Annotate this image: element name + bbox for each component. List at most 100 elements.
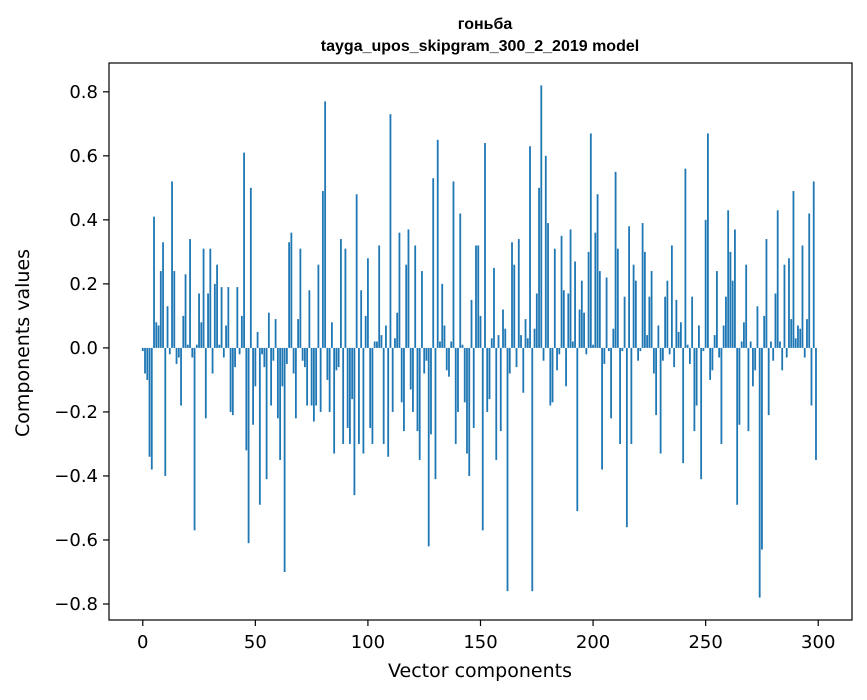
bar (396, 312, 399, 348)
bar (585, 347, 588, 355)
y-axis-ticks: −0.8 −0.6 −0.4 −0.2 0.0 0.2 0.4 0.6 0.8 (54, 82, 109, 615)
bar (367, 258, 369, 348)
bar (301, 347, 304, 361)
bar (380, 335, 383, 348)
bar (488, 347, 491, 400)
bar (362, 347, 365, 454)
bar (439, 341, 441, 348)
bar (743, 322, 745, 348)
bar (693, 347, 696, 432)
chart-subtitle: tayga_upos_skipgram_300_2_2019 model (321, 38, 639, 55)
bar (328, 347, 331, 412)
bar (263, 347, 266, 368)
bar (202, 248, 205, 348)
bar (337, 347, 340, 368)
bar (182, 315, 185, 348)
bar (616, 248, 619, 348)
bar (765, 239, 768, 348)
bar (213, 283, 216, 348)
x-tick-label: 300 (801, 632, 835, 653)
bar (556, 347, 558, 371)
bar (173, 271, 176, 348)
bar (171, 181, 173, 348)
bar (463, 347, 466, 403)
bar (718, 347, 721, 358)
bar (211, 347, 214, 374)
bar (711, 347, 714, 371)
bar (294, 347, 297, 419)
bar (416, 347, 419, 432)
bar (229, 347, 232, 412)
bar (756, 306, 759, 348)
bar (371, 347, 374, 444)
bar (326, 347, 329, 380)
bar (168, 347, 171, 355)
x-tick-label: 0 (137, 632, 148, 653)
bar (747, 347, 750, 432)
bar (484, 143, 486, 348)
bar (659, 347, 662, 454)
bar (596, 194, 599, 348)
bar (601, 347, 603, 470)
bar (529, 146, 531, 348)
bar (265, 347, 268, 480)
bar (427, 347, 430, 547)
chart-title: гоньба (458, 16, 513, 33)
bar (630, 347, 633, 444)
bar (576, 347, 579, 512)
bar (815, 347, 817, 460)
bar (360, 290, 363, 348)
bar (508, 347, 511, 374)
bar (716, 271, 718, 348)
bar (738, 347, 741, 425)
bar (553, 248, 556, 348)
bar (189, 239, 191, 348)
bar (634, 280, 637, 348)
bar (673, 347, 676, 368)
bar (148, 347, 151, 457)
bar (695, 347, 698, 406)
bar (468, 347, 471, 476)
bar (506, 347, 509, 592)
bar (792, 191, 795, 348)
bar (526, 338, 529, 348)
bar (312, 347, 315, 422)
bar (535, 293, 538, 348)
bar (657, 325, 660, 348)
bar (513, 264, 516, 348)
bar (700, 347, 703, 480)
x-axis-label: Vector components (388, 660, 572, 682)
bar (247, 347, 250, 544)
bar (560, 235, 563, 348)
bar (490, 338, 493, 348)
bar (794, 338, 797, 348)
bar (225, 325, 227, 348)
bar (349, 347, 351, 444)
bar (574, 261, 576, 348)
bar (200, 322, 203, 348)
y-axis-label: Components values (12, 249, 34, 437)
bar (619, 347, 621, 444)
bar (355, 194, 358, 348)
bar (391, 347, 394, 412)
bar (623, 296, 626, 348)
bar (495, 347, 498, 460)
bar (195, 344, 198, 348)
bar (150, 347, 153, 470)
bar (538, 187, 540, 348)
bar (425, 347, 428, 361)
bar (770, 341, 772, 348)
bar (632, 264, 635, 348)
bar (306, 347, 309, 406)
bar (405, 264, 408, 348)
bar (342, 347, 345, 444)
bar (288, 242, 291, 348)
bar (524, 319, 527, 348)
bar (459, 213, 462, 348)
bar (186, 344, 189, 348)
bar (592, 344, 594, 348)
bar (578, 309, 581, 348)
bar (781, 347, 784, 371)
bar (256, 331, 259, 348)
